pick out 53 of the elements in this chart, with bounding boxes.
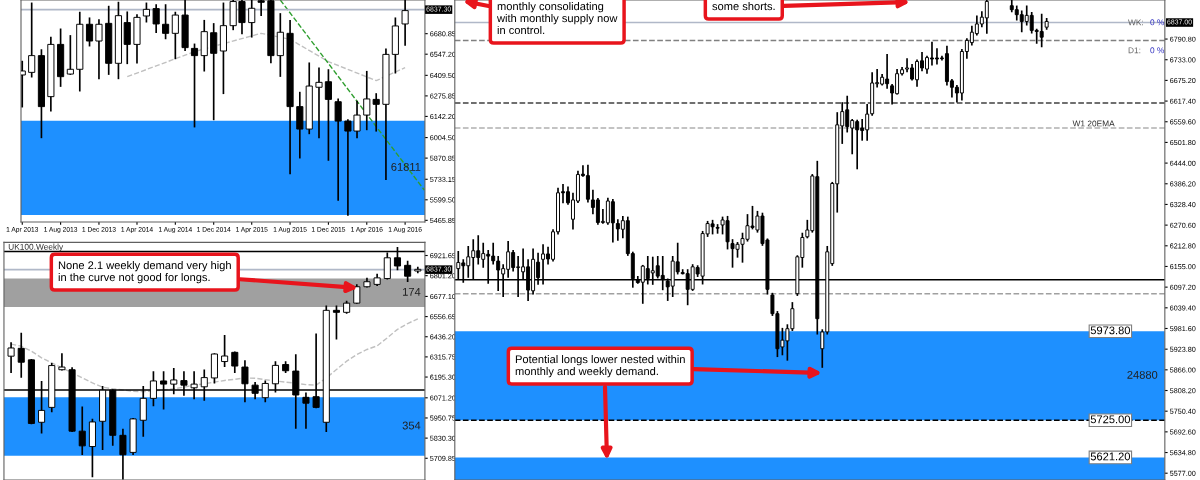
annotation: Potential longs lower nested within monthly and weekly demand. xyxy=(515,355,685,378)
candlestick xyxy=(171,11,179,60)
candlestick xyxy=(142,2,150,23)
candlestick xyxy=(231,351,239,373)
candlestick xyxy=(152,4,160,34)
candlestick xyxy=(257,0,265,16)
annotation: 5621.20 xyxy=(1090,452,1131,461)
annotation: monthly consolidating with monthly supply now in control. xyxy=(496,2,618,35)
candlestick xyxy=(315,67,323,139)
candlestick xyxy=(363,70,371,131)
chart-title: UK100.Weekly xyxy=(8,243,64,252)
candlestick xyxy=(372,93,380,132)
candlestick xyxy=(85,17,94,47)
candlestick xyxy=(1039,13,1044,48)
candlestick xyxy=(7,342,15,373)
candlestick xyxy=(123,11,131,65)
annotation: some shorts. xyxy=(712,2,775,11)
band-label: 174 xyxy=(403,287,421,296)
annotation: 5973.80 xyxy=(1090,326,1131,335)
candlestick xyxy=(332,305,340,340)
candlestick xyxy=(221,335,229,367)
candlestick xyxy=(610,199,615,243)
candlestick xyxy=(401,0,409,46)
candlestick xyxy=(276,13,284,77)
candlestick xyxy=(324,69,332,161)
candlestick xyxy=(162,4,170,40)
candlestick xyxy=(248,0,256,38)
candlestick xyxy=(95,19,103,80)
candlestick xyxy=(17,332,25,378)
annotation: None 2.1 weekly demand very high in the curve not good for longs. xyxy=(58,261,231,284)
candlestick xyxy=(66,35,74,75)
candlestick xyxy=(404,260,412,282)
candlestick xyxy=(296,91,304,159)
candlestick xyxy=(210,353,218,384)
line-series xyxy=(126,32,406,82)
candlestick xyxy=(200,19,208,72)
annotation: D1: xyxy=(1128,47,1141,54)
annotation: 5725.00 xyxy=(1090,415,1131,424)
candlestick xyxy=(119,428,127,480)
candlestick xyxy=(190,43,199,128)
candlestick xyxy=(334,98,342,201)
annotation: WK: xyxy=(1128,19,1143,26)
band-label: 61811 xyxy=(391,162,421,171)
candlestick xyxy=(58,353,66,371)
band-label: 354 xyxy=(402,421,421,430)
candlestick xyxy=(78,406,86,455)
annotation: 0 % xyxy=(1150,19,1165,26)
candlestick xyxy=(28,2,36,78)
annotation: 0 % xyxy=(1150,47,1165,54)
candlestick xyxy=(210,23,218,121)
ref-line-label: W1 20EMA xyxy=(1072,120,1115,127)
candlestick xyxy=(353,284,361,304)
band-label: 24880 xyxy=(1127,370,1158,379)
